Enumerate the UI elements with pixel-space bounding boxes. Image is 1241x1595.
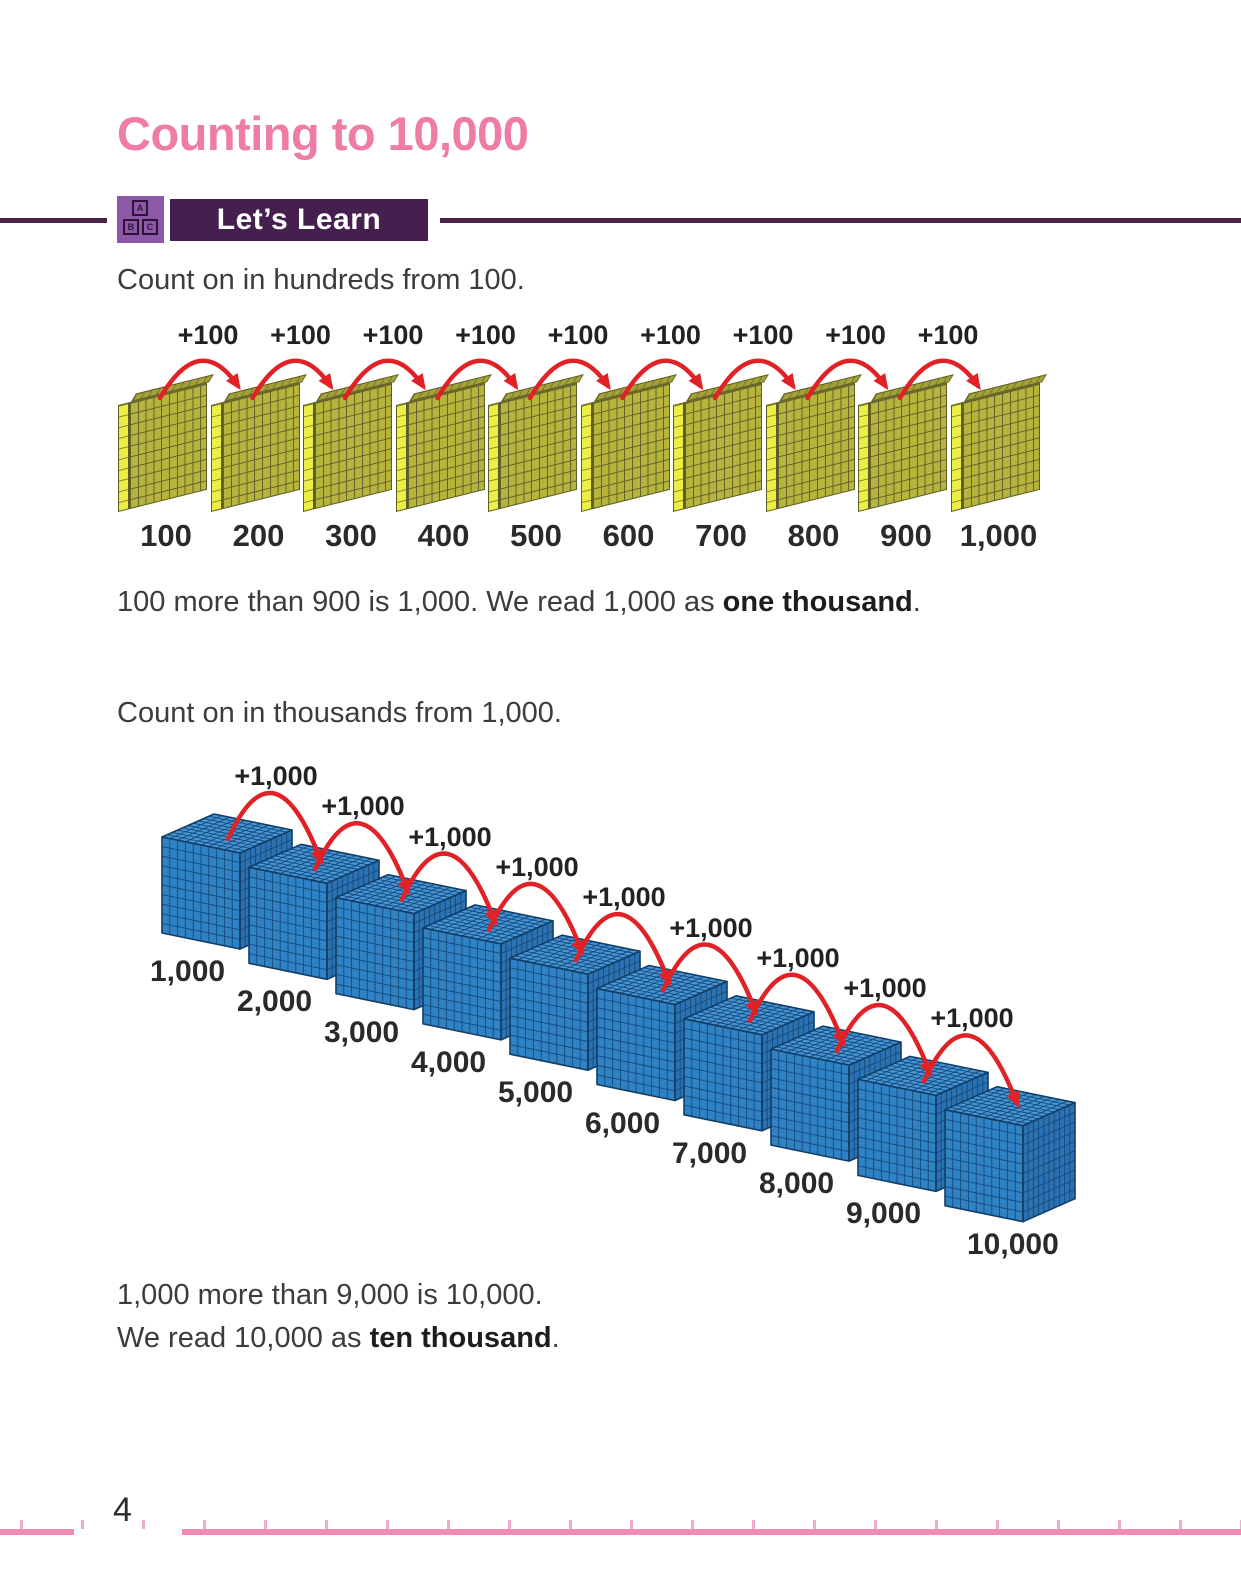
plus-100-label: +100 bbox=[455, 320, 516, 350]
abc-block-a: A bbox=[132, 200, 148, 216]
divider-line-left bbox=[0, 218, 107, 223]
thousands-caption-line2: We read 10,000 as bbox=[117, 1322, 370, 1354]
plus-100-arrow bbox=[342, 358, 426, 401]
plus-100-label: +100 bbox=[177, 320, 239, 350]
thousands-cubes-layer bbox=[161, 790, 1076, 1223]
thousand-value-label: 6,000 bbox=[585, 1106, 661, 1140]
page-number: 4 bbox=[113, 1491, 132, 1529]
hundreds-diagram: 100 +100 200 +100 300 +100 400 +100 500 +100 600 +1… bbox=[0, 300, 1241, 555]
plus-1000-label: +1,000 bbox=[756, 942, 840, 973]
thousand-value-label: 2,000 bbox=[237, 985, 313, 1019]
thousand-value-label: 9,000 bbox=[846, 1197, 922, 1231]
plus-1000-arrow bbox=[225, 790, 324, 866]
hundred-value-label: 1,000 bbox=[959, 518, 1038, 553]
plus-1000-label: +1,000 bbox=[408, 821, 492, 852]
abc-block-c: C bbox=[142, 219, 158, 235]
hundreds-caption: 100 more than 900 is 1,000. We read 1,00… bbox=[117, 581, 921, 624]
hundred-value-label: 300 bbox=[325, 518, 377, 553]
plus-100-arrow bbox=[157, 358, 241, 401]
plus-100-arrow bbox=[620, 358, 704, 401]
plus-1000-label: +1,000 bbox=[582, 882, 666, 913]
plus-1000-arrow bbox=[486, 881, 585, 957]
lets-learn-banner: Let’s Learn bbox=[170, 199, 428, 241]
plus-100-label: +100 bbox=[640, 320, 701, 350]
plus-100-arrow bbox=[897, 358, 981, 401]
thousands-caption: 1,000 more than 9,000 is 10,000. We read … bbox=[117, 1274, 560, 1360]
plus-1000-arrow bbox=[312, 821, 411, 896]
thousands-caption-period: . bbox=[551, 1322, 560, 1354]
hundreds-caption-text: 100 more than 900 is 1,000. We read 1,00… bbox=[117, 586, 723, 618]
plus-100-label: +100 bbox=[825, 320, 886, 350]
lets-learn-label: Let’s Learn bbox=[216, 203, 382, 236]
plus-1000-arrow bbox=[399, 851, 498, 927]
thousands-caption-line1: 1,000 more than 9,000 is 10,000. bbox=[117, 1279, 543, 1311]
hundred-value-label: 100 bbox=[140, 518, 192, 553]
thousand-value-label: 5,000 bbox=[498, 1076, 574, 1110]
thousand-value-label: 1,000 bbox=[150, 955, 226, 988]
thousand-value-label: 10,000 bbox=[967, 1227, 1059, 1261]
plus-1000-label: +1,000 bbox=[321, 791, 405, 822]
hundred-value-label: 200 bbox=[232, 518, 285, 553]
plus-1000-arrow bbox=[747, 972, 846, 1048]
thousand-value-label: 7,000 bbox=[672, 1136, 748, 1170]
footer-line-left bbox=[0, 1529, 74, 1535]
hundreds-caption-bold: one thousand bbox=[722, 586, 913, 618]
plus-1000-label: +1,000 bbox=[669, 912, 753, 943]
thousands-intro-text: Count on in thousands from 1,000. bbox=[117, 697, 562, 729]
plus-1000-arrow bbox=[660, 942, 759, 1018]
plus-100-arrow bbox=[527, 358, 611, 401]
divider-line-right bbox=[440, 218, 1241, 223]
hundreds-caption-period: . bbox=[912, 586, 921, 618]
abc-block-b: B bbox=[123, 219, 139, 235]
plus-1000-label: +1,000 bbox=[234, 761, 318, 791]
footer-torn-edge-ticks bbox=[20, 1520, 1241, 1529]
plus-100-arrow bbox=[712, 358, 796, 401]
plus-100-arrow bbox=[805, 358, 889, 401]
plus-1000-label: +1,000 bbox=[843, 973, 927, 1004]
hundred-value-label: 500 bbox=[510, 518, 562, 553]
hundred-value-label: 800 bbox=[787, 518, 840, 553]
plus-1000-label: +1,000 bbox=[495, 851, 579, 882]
plus-100-label: +100 bbox=[547, 320, 609, 350]
hundred-value-label: 700 bbox=[695, 518, 747, 553]
hundreds-arrows-layer bbox=[157, 358, 981, 401]
plus-100-label: +100 bbox=[362, 320, 424, 350]
plus-100-arrow bbox=[250, 358, 334, 401]
thousand-value-label: 4,000 bbox=[411, 1045, 487, 1079]
hundreds-intro-text: Count on in hundreds from 100. bbox=[117, 264, 525, 296]
abc-blocks-icon: A B C bbox=[117, 196, 164, 243]
page-title: Counting to 10,000 bbox=[117, 107, 529, 160]
plus-1000-arrow bbox=[921, 1033, 1020, 1109]
plus-100-arrow bbox=[435, 358, 519, 401]
plus-1000-arrow bbox=[573, 912, 672, 987]
plus-1000-label: +1,000 bbox=[930, 1003, 1014, 1034]
thousands-caption-bold: ten thousand bbox=[369, 1322, 552, 1354]
plus-1000-arrow bbox=[834, 1002, 933, 1078]
thousand-cube bbox=[944, 1085, 1076, 1223]
plus-100-label: +100 bbox=[732, 320, 794, 350]
hundred-value-label: 600 bbox=[602, 518, 655, 553]
hundred-value-label: 900 bbox=[880, 518, 932, 553]
footer-line-right bbox=[182, 1529, 1241, 1535]
plus-100-label: +100 bbox=[270, 320, 331, 350]
plus-100-label: +100 bbox=[917, 320, 979, 350]
thousand-value-label: 3,000 bbox=[324, 1015, 400, 1049]
thousand-value-label: 8,000 bbox=[759, 1167, 835, 1201]
hundred-value-label: 400 bbox=[417, 518, 470, 553]
thousands-diagram: +1,000 1,000 +1,000 2,000 +1,000 3,000 +1,000 4… bbox=[0, 740, 1241, 1270]
